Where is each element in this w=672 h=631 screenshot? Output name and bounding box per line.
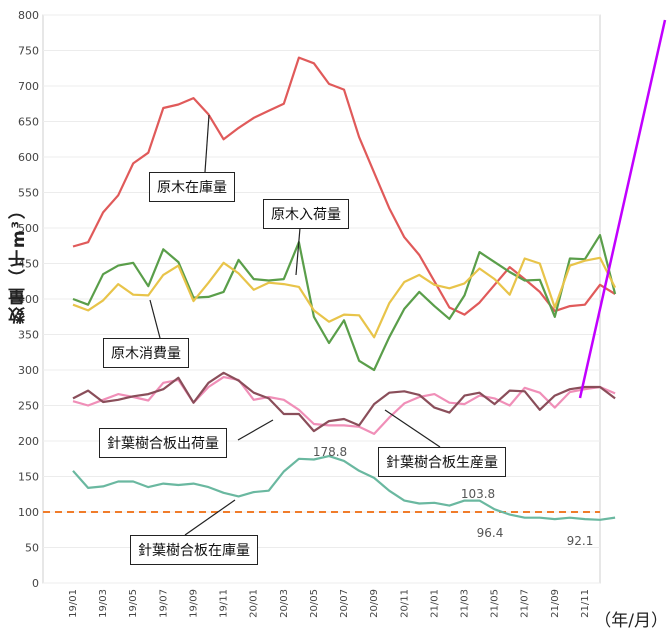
- callout-plywood-shipments: 針葉樹合板出荷量: [99, 428, 227, 458]
- leader-line: [295, 227, 301, 276]
- y-tick-label: 450: [18, 258, 39, 271]
- x-tick-label: 20/03: [279, 589, 290, 618]
- magenta-pointer-line: [578, 19, 667, 399]
- y-tick-label: 750: [18, 45, 39, 58]
- series-line: [72, 256, 617, 339]
- y-tick-label: 150: [18, 471, 39, 484]
- y-tick-label: 0: [32, 577, 39, 590]
- y-tick-label: 550: [18, 187, 39, 200]
- x-tick-label: 19/03: [98, 589, 109, 618]
- y-tick-label: 600: [18, 151, 39, 164]
- leader-line: [149, 299, 161, 339]
- x-tick-label: 21/07: [520, 589, 531, 618]
- x-tick-label: 19/07: [158, 589, 169, 618]
- callout-plywood-stock: 針葉樹合板在庫量: [130, 535, 258, 565]
- y-axis-label: 数量（千m³）: [9, 200, 29, 325]
- series-line: [72, 371, 616, 433]
- y-tick-labels: 0 50 100 150 200 250 300 350 400 450 500 550 600 650 7…: [18, 9, 39, 590]
- y-tick-label: 400: [18, 293, 39, 306]
- x-tick-label: 19/05: [128, 589, 139, 618]
- x-axis-unit: （年/月）: [594, 611, 668, 631]
- callout-leaders: [149, 19, 667, 536]
- callout-gengi-stock: 原木在庫量: [149, 172, 235, 202]
- series-lines: [72, 56, 617, 521]
- leader-line: [384, 409, 441, 448]
- y-tick-label: 650: [18, 116, 39, 129]
- y-tick-label: 300: [18, 364, 39, 377]
- y-tick-label: 250: [18, 400, 39, 413]
- callout-gengi-consumption: 原木消費量: [103, 338, 189, 368]
- leader-line: [204, 114, 210, 173]
- data-annotations: 178.8 103.8 96.4 92.1: [313, 445, 594, 548]
- y-tick-label: 50: [25, 542, 39, 555]
- data-label: 103.8: [461, 487, 495, 501]
- x-tick-label: 21/05: [490, 589, 501, 618]
- y-tick-label: 200: [18, 435, 39, 448]
- y-tick-label: 500: [18, 222, 39, 235]
- series-line: [72, 56, 616, 316]
- x-tick-labels: 19/01 19/03 19/05 19/07 19/09 19/11 20/01 20/03…: [68, 589, 591, 618]
- y-tick-label: 350: [18, 329, 39, 342]
- x-tick-label: 20/07: [339, 589, 350, 618]
- callout-plywood-production: 針葉樹合板生産量: [378, 447, 506, 477]
- callout-gengi-arrivals: 原木入荷量: [263, 199, 349, 229]
- data-label: 178.8: [313, 445, 347, 459]
- leader-line: [237, 419, 274, 441]
- x-tick-label: 21/01: [429, 589, 440, 618]
- chart-grid: [42, 14, 601, 584]
- x-tick-label: 20/01: [249, 589, 260, 618]
- x-tick-label: 21/11: [580, 589, 591, 618]
- data-label: 92.1: [567, 534, 594, 548]
- x-tick-label: 19/01: [68, 589, 79, 618]
- data-label: 96.4: [477, 526, 504, 540]
- y-tick-label: 100: [18, 506, 39, 519]
- y-tick-label: 700: [18, 80, 39, 93]
- series-line: [72, 234, 617, 372]
- series-line: [72, 376, 616, 435]
- x-tick-label: 21/09: [550, 589, 561, 618]
- x-tick-label: 20/09: [369, 589, 380, 618]
- series-line: [72, 455, 616, 521]
- x-tick-label: 20/11: [399, 589, 410, 618]
- x-tick-label: 20/05: [309, 589, 320, 618]
- x-tick-label: 19/11: [219, 589, 230, 618]
- x-tick-label: 19/09: [188, 589, 199, 618]
- x-tick-label: 21/03: [459, 589, 470, 618]
- y-tick-label: 800: [18, 9, 39, 22]
- leader-line: [184, 499, 236, 536]
